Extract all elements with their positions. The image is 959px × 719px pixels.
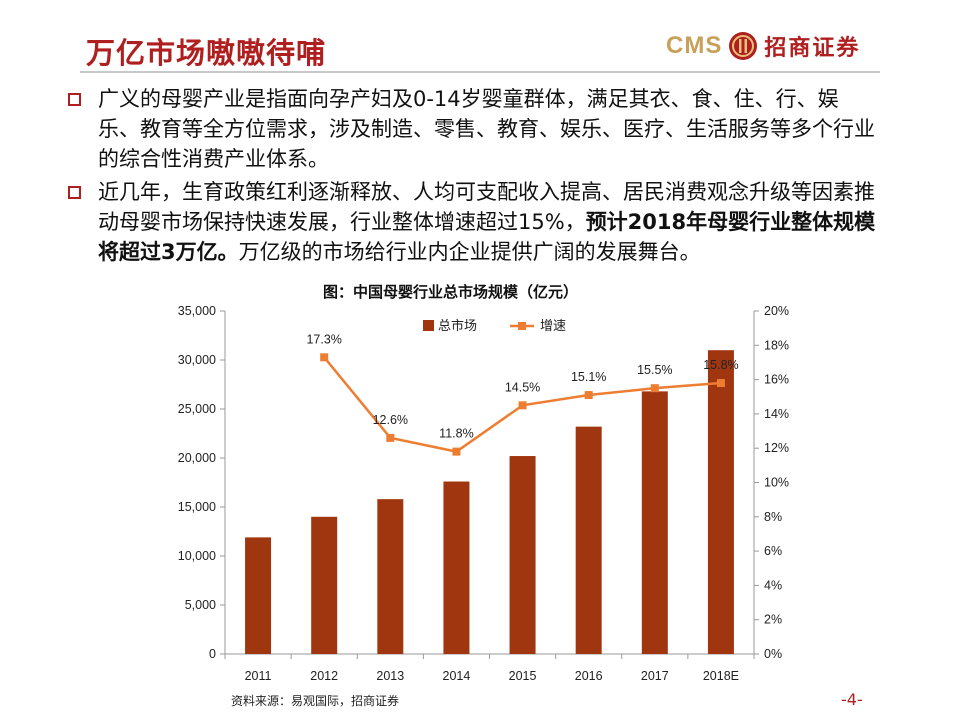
bar-total-market [311, 516, 338, 654]
x-tick-label: 2018E [703, 669, 739, 683]
right-tick-label: 8% [764, 510, 782, 524]
right-tick-label: 20% [764, 304, 789, 318]
bullet-list: 广义的母婴产业是指面向孕产妇及0-14岁婴童群体，满足其衣、食、住、行、娱乐、教… [68, 84, 878, 270]
bar-total-market [509, 456, 536, 654]
right-tick-label: 0% [764, 647, 782, 661]
left-tick-label: 20,000 [178, 451, 216, 465]
slide-title: 万亿市场嗷嗷待哺 [86, 36, 327, 70]
growth-rate-data-label: 17.3% [306, 332, 341, 346]
cms-logo: CMS 招商证券 [666, 29, 860, 63]
growth-rate-point [320, 353, 329, 362]
growth-rate-data-label: 15.1% [571, 370, 606, 384]
right-tick-label: 2% [764, 613, 782, 627]
growth-rate-data-label: 15.5% [637, 363, 672, 377]
bullet-text-2a: 近几年，生育政策红利逐渐释放、人均可支配收入提高、居民消费观念升级等因素推动母婴… [98, 180, 875, 234]
right-tick-label: 12% [764, 441, 789, 455]
left-tick-label: 35,000 [178, 304, 216, 318]
right-tick-label: 14% [764, 407, 789, 421]
legend-bar-label: 总市场 [438, 318, 477, 334]
bullet-text-1: 广义的母婴产业是指面向孕产妇及0-14岁婴童群体，满足其衣、食、住、行、娱乐、教… [98, 87, 875, 171]
legend-line-marker [518, 322, 526, 330]
right-tick-label: 18% [764, 338, 789, 352]
left-tick-label: 5,000 [185, 598, 216, 612]
right-tick-label: 4% [764, 578, 782, 592]
right-tick-label: 10% [764, 476, 789, 490]
logo-company-name: 招商证券 [764, 36, 861, 61]
left-tick-label: 25,000 [178, 402, 216, 416]
bar-total-market [245, 537, 272, 654]
title-divider [80, 71, 880, 73]
growth-rate-point [452, 447, 461, 456]
growth-rate-point [518, 401, 527, 410]
legend-line-label: 增速 [540, 319, 566, 334]
x-tick-label: 2015 [509, 669, 537, 683]
chart-title: 图：中国母婴行业总市场规模（亿元） [323, 283, 579, 301]
x-tick-label: 2016 [575, 669, 603, 683]
bullet-text-2b: 万亿级的市场给行业内企业提供广阔的发展舞台。 [238, 240, 701, 264]
bullet-item-1: 广义的母婴产业是指面向孕产妇及0-14岁婴童群体，满足其衣、食、住、行、娱乐、教… [68, 84, 878, 174]
growth-rate-data-label: 14.5% [505, 380, 540, 394]
bar-total-market [575, 426, 602, 654]
bar-total-market [377, 499, 404, 654]
left-tick-label: 15,000 [178, 500, 216, 514]
growth-rate-point [584, 391, 593, 400]
bar-total-market [641, 391, 668, 654]
checkbox-bullet-icon [68, 186, 81, 199]
source-note: 资料来源：易观国际，招商证券 [231, 694, 400, 708]
left-tick-label: 0 [209, 647, 216, 661]
growth-rate-point [386, 433, 395, 442]
x-tick-label: 2017 [641, 669, 669, 683]
growth-rate-point [650, 384, 659, 393]
logo-cms-text: CMS [666, 32, 723, 59]
x-tick-label: 2012 [310, 669, 338, 683]
left-tick-label: 10,000 [178, 549, 216, 563]
growth-rate-data-label: 12.6% [373, 413, 408, 427]
x-tick-label: 2014 [443, 669, 471, 683]
page-number: -4- [841, 690, 863, 709]
right-tick-label: 6% [764, 544, 782, 558]
bar-total-market [707, 350, 734, 654]
growth-rate-data-label: 11.8% [439, 427, 474, 441]
bullet-text-2-bold: 预计2018年母婴行业整体规模将超过3万亿。 [98, 210, 876, 264]
checkbox-bullet-icon [68, 93, 81, 106]
legend-bar-swatch [423, 320, 434, 331]
logo-emblem-icon [729, 32, 758, 60]
bullet-item-2: 近几年，生育政策红利逐渐释放、人均可支配收入提高、居民消费观念升级等因素推动母婴… [68, 177, 878, 267]
right-tick-label: 16% [764, 373, 789, 387]
left-tick-label: 30,000 [178, 353, 216, 367]
x-tick-label: 2013 [376, 669, 404, 683]
growth-rate-data-label: 15.8% [703, 358, 738, 372]
x-tick-label: 2011 [245, 669, 272, 683]
growth-rate-point [716, 379, 725, 388]
bar-total-market [443, 481, 470, 654]
